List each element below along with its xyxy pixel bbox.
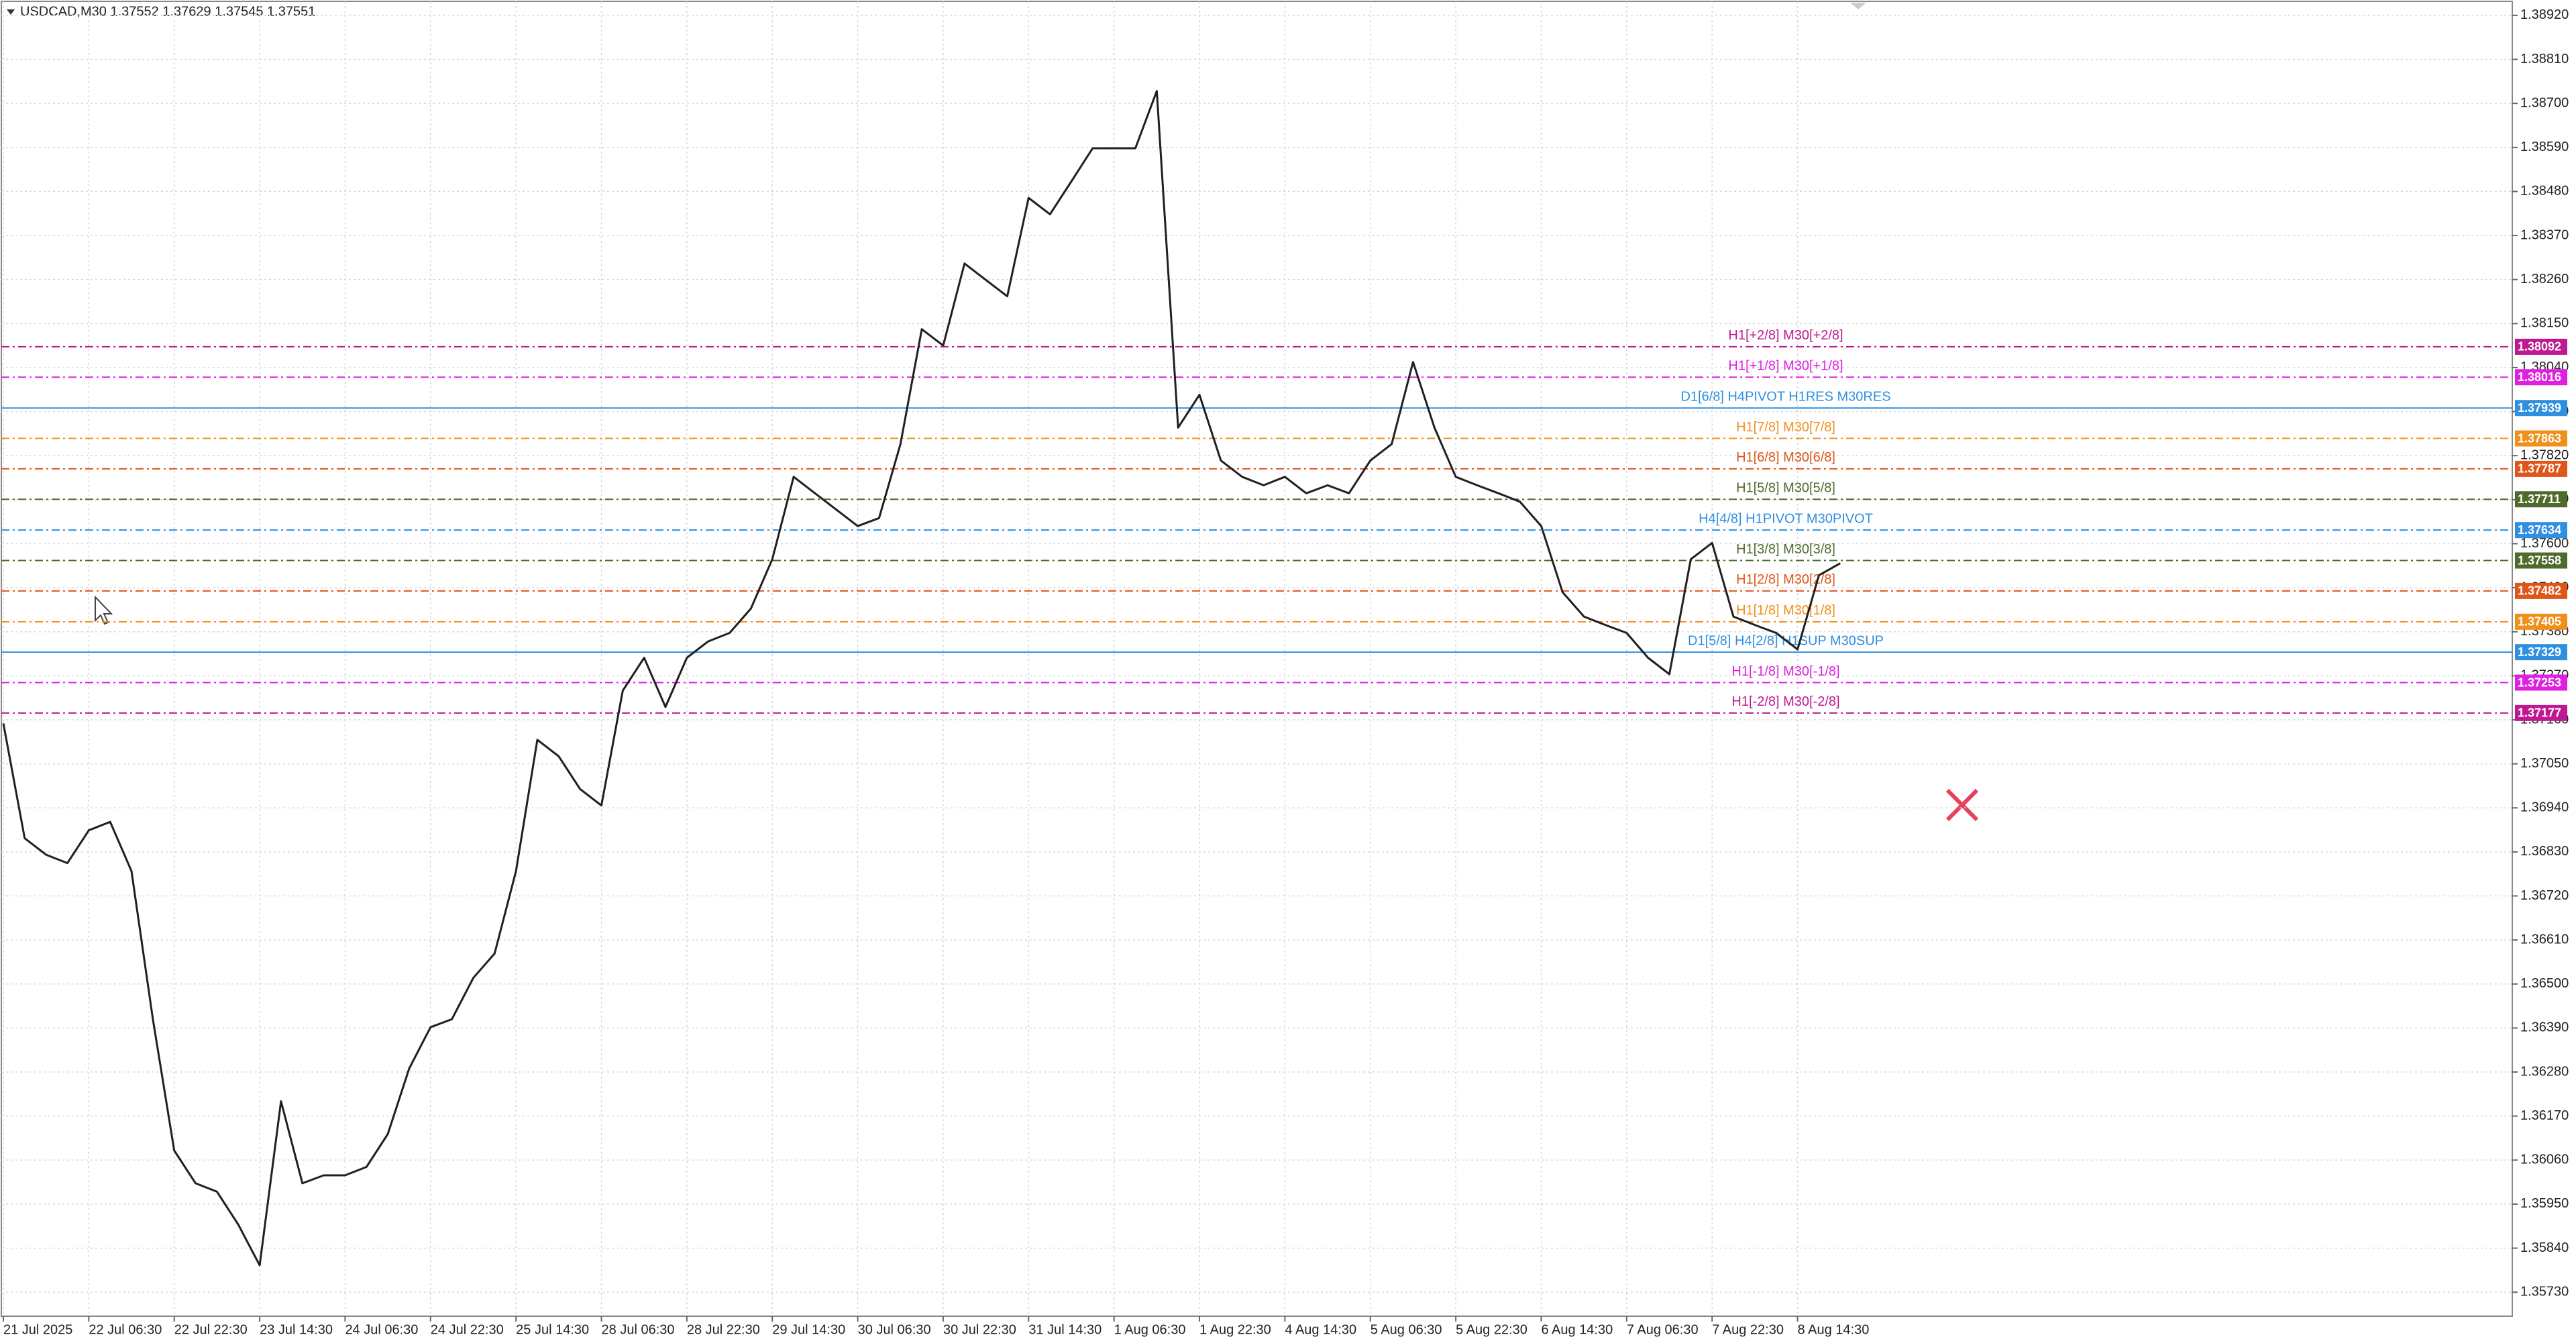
x-tick-label: 21 Jul 2025 bbox=[3, 1322, 72, 1337]
x-tick-label: 30 Jul 06:30 bbox=[858, 1322, 931, 1337]
y-tick-label: 1.36390 bbox=[2520, 1020, 2569, 1035]
x-tick-label: 28 Jul 06:30 bbox=[602, 1322, 675, 1337]
y-tick-label: 1.38920 bbox=[2520, 7, 2569, 22]
level-tag-label: 1.37787 bbox=[2518, 462, 2561, 476]
shift-marker bbox=[1850, 3, 1866, 9]
x-tick-label: 4 Aug 14:30 bbox=[1285, 1322, 1356, 1337]
y-tick-label: 1.36280 bbox=[2520, 1064, 2569, 1079]
y-tick-label: 1.36830 bbox=[2520, 844, 2569, 859]
chart-title: USDCAD,M30 1.37552 1.37629 1.37545 1.375… bbox=[20, 4, 315, 19]
close-mark[interactable] bbox=[1945, 788, 1979, 822]
level-tag-label: 1.38016 bbox=[2518, 370, 2561, 384]
y-tick-label: 1.38590 bbox=[2520, 140, 2569, 154]
level-label: H4[4/8] H1PIVOT M30PIVOT bbox=[1699, 511, 1873, 526]
level-tag bbox=[2515, 582, 2567, 599]
y-tick-label: 1.38480 bbox=[2520, 184, 2569, 199]
y-tick-label: 1.36060 bbox=[2520, 1153, 2569, 1167]
level-tag-label: 1.38092 bbox=[2518, 340, 2561, 354]
x-tick-label: 5 Aug 22:30 bbox=[1456, 1322, 1527, 1337]
x-tick-label: 1 Aug 06:30 bbox=[1114, 1322, 1186, 1337]
menu-arrow[interactable] bbox=[7, 9, 15, 15]
level-tag-label: 1.37634 bbox=[2518, 523, 2561, 537]
y-tick-label: 1.36610 bbox=[2520, 932, 2569, 947]
level-tag-label: 1.37711 bbox=[2518, 492, 2561, 506]
level-label: D1[6/8] H4PIVOT H1RES M30RES bbox=[1680, 389, 1890, 404]
level-label: H1[+1/8] M30[+1/8] bbox=[1728, 359, 1843, 374]
level-tag bbox=[2515, 644, 2567, 661]
level-tag-label: 1.37329 bbox=[2518, 645, 2561, 659]
level-tag-label: 1.37863 bbox=[2518, 431, 2561, 445]
level-label: H1[+2/8] M30[+2/8] bbox=[1728, 328, 1843, 343]
level-tag bbox=[2515, 552, 2567, 569]
x-tick-label: 22 Jul 06:30 bbox=[89, 1322, 162, 1337]
level-tag bbox=[2515, 430, 2567, 447]
y-tick-label: 1.35950 bbox=[2520, 1196, 2569, 1211]
x-tick-label: 24 Jul 06:30 bbox=[345, 1322, 418, 1337]
x-tick-label: 29 Jul 14:30 bbox=[772, 1322, 845, 1337]
level-label: H1[3/8] M30[3/8] bbox=[1736, 542, 1835, 557]
x-tick-label: 22 Jul 22:30 bbox=[174, 1322, 248, 1337]
x-tick-label: 23 Jul 14:30 bbox=[260, 1322, 333, 1337]
level-tag bbox=[2515, 338, 2567, 355]
level-tag bbox=[2515, 460, 2567, 477]
y-tick-label: 1.38150 bbox=[2520, 316, 2569, 331]
y-tick-label: 1.38810 bbox=[2520, 52, 2569, 66]
level-tag-label: 1.37177 bbox=[2518, 706, 2561, 720]
y-tick-label: 1.38700 bbox=[2520, 95, 2569, 110]
level-tag bbox=[2515, 400, 2567, 417]
x-tick-label: 8 Aug 14:30 bbox=[1798, 1322, 1870, 1337]
level-tag-label: 1.37939 bbox=[2518, 401, 2561, 415]
y-tick-label: 1.36500 bbox=[2520, 976, 2569, 991]
level-tag bbox=[2515, 522, 2567, 539]
level-tag bbox=[2515, 491, 2567, 508]
level-tag bbox=[2515, 704, 2567, 721]
x-tick-label: 7 Aug 22:30 bbox=[1712, 1322, 1784, 1337]
level-label: H1[-2/8] M30[-2/8] bbox=[1731, 694, 1839, 709]
x-tick-label: 28 Jul 22:30 bbox=[687, 1322, 760, 1337]
y-tick-label: 1.38370 bbox=[2520, 227, 2569, 242]
x-tick-label: 6 Aug 14:30 bbox=[1541, 1322, 1613, 1337]
level-tag-label: 1.37558 bbox=[2518, 553, 2561, 567]
level-label: H1[5/8] M30[5/8] bbox=[1736, 481, 1835, 496]
x-tick-label: 31 Jul 14:30 bbox=[1028, 1322, 1102, 1337]
level-tag-label: 1.37482 bbox=[2518, 584, 2561, 598]
x-tick-label: 24 Jul 22:30 bbox=[431, 1322, 504, 1337]
x-tick-label: 25 Jul 14:30 bbox=[516, 1322, 589, 1337]
y-tick-label: 1.36170 bbox=[2520, 1108, 2569, 1123]
y-tick-label: 1.38260 bbox=[2520, 272, 2569, 286]
y-tick-label: 1.35840 bbox=[2520, 1240, 2569, 1255]
y-tick-label: 1.36720 bbox=[2520, 888, 2569, 903]
mouse-cursor bbox=[95, 595, 113, 625]
level-label: H1[6/8] M30[6/8] bbox=[1736, 450, 1835, 465]
level-tag-label: 1.37405 bbox=[2518, 615, 2561, 629]
level-tag bbox=[2515, 613, 2567, 630]
level-tag bbox=[2515, 674, 2567, 691]
level-tag bbox=[2515, 369, 2567, 386]
level-label: H1[2/8] M30[2/8] bbox=[1736, 572, 1835, 587]
x-tick-label: 5 Aug 06:30 bbox=[1371, 1322, 1442, 1337]
y-tick-label: 1.36940 bbox=[2520, 800, 2569, 815]
y-tick-label: 1.35730 bbox=[2520, 1284, 2569, 1299]
x-tick-label: 7 Aug 06:30 bbox=[1627, 1322, 1699, 1337]
y-tick-label: 1.37050 bbox=[2520, 756, 2569, 771]
plot-frame bbox=[1, 1, 2513, 1317]
level-label: H1[1/8] M30[1/8] bbox=[1736, 603, 1835, 618]
y-tick-label: 1.37820 bbox=[2520, 447, 2569, 462]
price-line bbox=[2, 90, 1841, 1267]
level-label: H1[-1/8] M30[-1/8] bbox=[1731, 664, 1839, 679]
level-label: H1[7/8] M30[7/8] bbox=[1736, 420, 1835, 435]
y-tick-label: 1.37600 bbox=[2520, 536, 2569, 551]
x-tick-label: 1 Aug 22:30 bbox=[1199, 1322, 1271, 1337]
level-tag-label: 1.37253 bbox=[2518, 676, 2561, 689]
x-tick-label: 30 Jul 22:30 bbox=[943, 1322, 1016, 1337]
